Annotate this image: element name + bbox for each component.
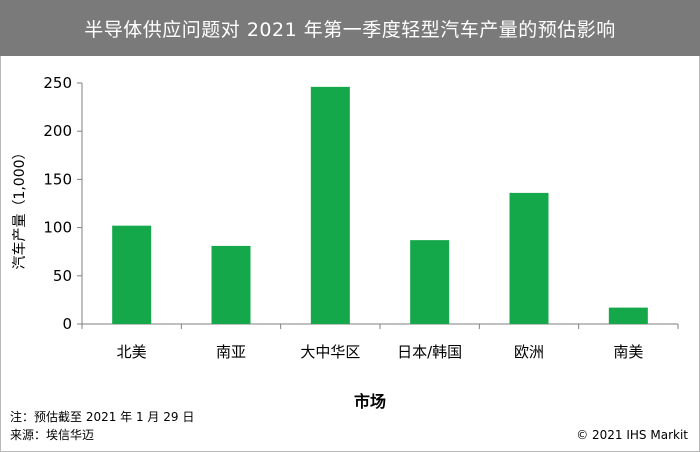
x-axis-label: 市场 (354, 392, 386, 411)
x-tick-label: 南亚 (216, 343, 246, 361)
bar (509, 192, 549, 324)
x-tick-label: 欧洲 (514, 343, 544, 361)
bar (112, 225, 152, 324)
x-tick-label: 大中华区 (300, 343, 360, 361)
y-tick-label: 0 (62, 315, 72, 333)
y-tick-label: 100 (43, 219, 72, 237)
y-tick-label: 50 (53, 267, 72, 285)
y-tick-label: 150 (43, 170, 72, 188)
bars (112, 86, 648, 324)
title-bar: 半导体供应问题对 2021 年第一季度轻型汽车产量的预估影响 (0, 0, 700, 56)
bar (310, 86, 350, 324)
y-ticks: 0 50 100 150 200 250 (43, 74, 82, 333)
footnote: 注：预估截至 2021 年 1 月 29 日 (10, 410, 195, 424)
y-tick-label: 250 (43, 74, 72, 92)
source-note: 来源：埃信华迈 (10, 428, 95, 442)
bar (608, 307, 648, 324)
x-tick-label: 南美 (613, 343, 643, 361)
copyright: © 2021 IHS Markit (576, 428, 688, 442)
y-axis-label: 汽车产量（1,000） (11, 145, 28, 269)
bar (410, 240, 450, 324)
x-ticks: 北美 南亚 大中华区 日本/韩国 欧洲 南美 (81, 324, 679, 361)
x-tick-label: 北美 (117, 343, 147, 361)
y-tick-label: 200 (43, 122, 72, 140)
x-tick-label: 日本/韩国 (397, 343, 462, 361)
bar (211, 245, 251, 324)
chart-title: 半导体供应问题对 2021 年第一季度轻型汽车产量的预估影响 (84, 18, 616, 41)
